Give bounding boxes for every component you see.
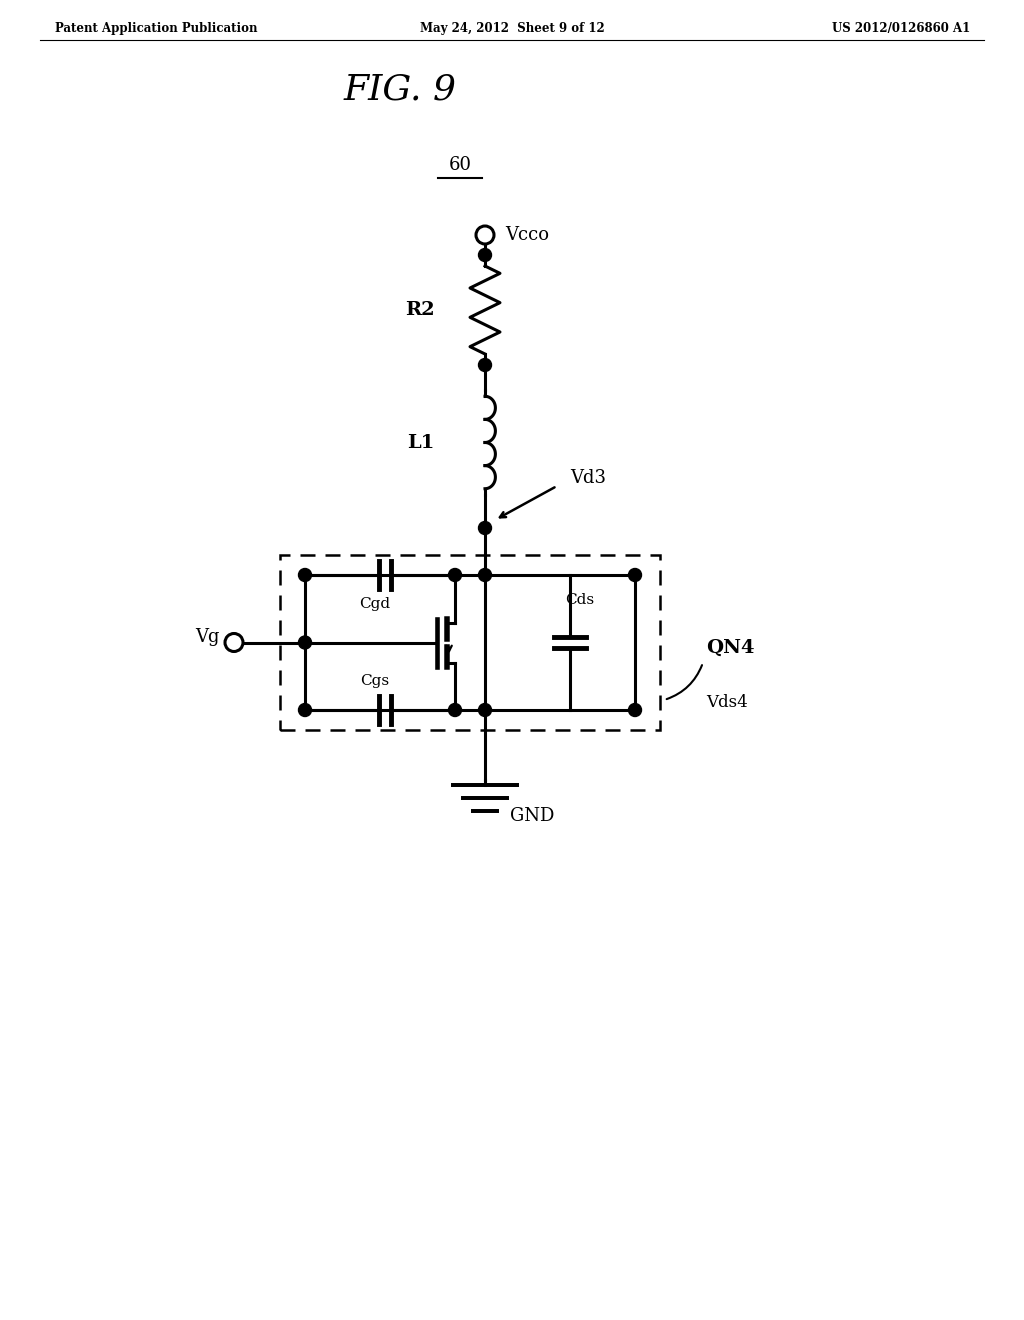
Circle shape: [478, 704, 492, 717]
Circle shape: [299, 704, 311, 717]
Text: US 2012/0126860 A1: US 2012/0126860 A1: [831, 22, 970, 36]
Circle shape: [478, 569, 492, 582]
Circle shape: [449, 704, 462, 717]
Text: Patent Application Publication: Patent Application Publication: [55, 22, 257, 36]
Text: L1: L1: [408, 433, 435, 451]
Bar: [280, 554, 660, 730]
Text: Vds4: Vds4: [706, 694, 748, 711]
Circle shape: [449, 569, 462, 582]
Circle shape: [478, 359, 492, 371]
Text: Cgd: Cgd: [359, 597, 390, 611]
Text: GND: GND: [510, 807, 554, 825]
Text: 60: 60: [449, 156, 471, 174]
Text: Cgs: Cgs: [360, 675, 389, 688]
Circle shape: [299, 569, 311, 582]
Circle shape: [476, 226, 494, 244]
Circle shape: [629, 569, 641, 582]
Text: Vcco: Vcco: [505, 226, 549, 244]
Circle shape: [225, 634, 243, 652]
Circle shape: [299, 636, 311, 649]
Circle shape: [629, 704, 641, 717]
Text: Cds: Cds: [565, 593, 594, 607]
Text: FIG. 9: FIG. 9: [343, 73, 457, 107]
Text: Vd3: Vd3: [570, 469, 606, 487]
Text: R2: R2: [406, 301, 435, 319]
Text: May 24, 2012  Sheet 9 of 12: May 24, 2012 Sheet 9 of 12: [420, 22, 605, 36]
Text: QN4: QN4: [706, 639, 755, 656]
Circle shape: [478, 248, 492, 261]
Text: Vg: Vg: [196, 628, 220, 647]
Circle shape: [478, 521, 492, 535]
